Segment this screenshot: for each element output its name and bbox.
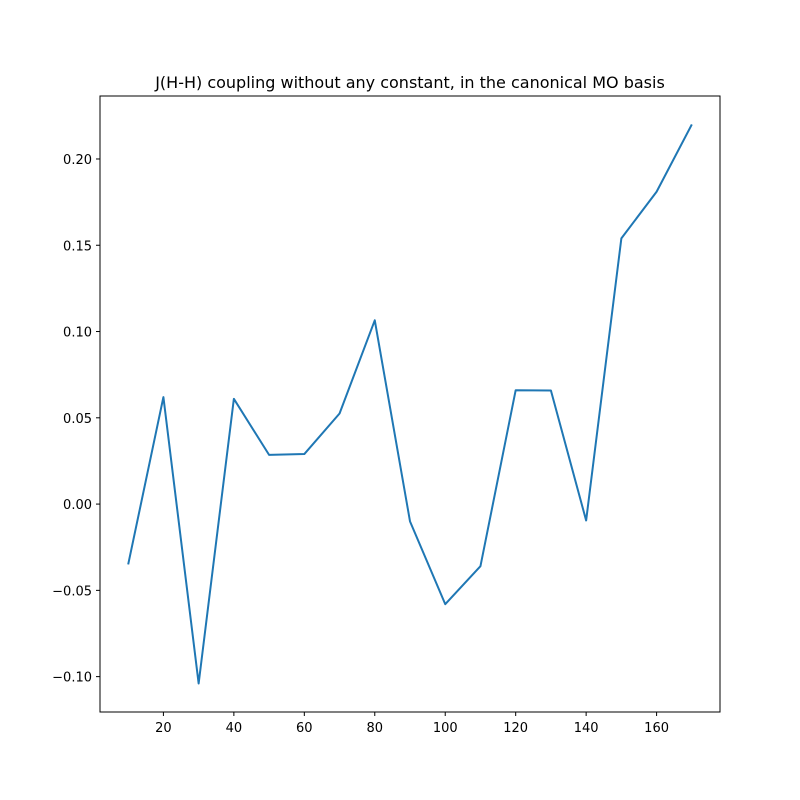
chart-title: J(H-H) coupling without any constant, in…: [154, 73, 665, 92]
y-tick-label: 0.00: [63, 498, 92, 513]
x-tick-label: 80: [366, 721, 383, 736]
x-tick-label: 100: [433, 721, 458, 736]
x-tick-label: 160: [644, 721, 669, 736]
x-tick-label: 60: [296, 721, 313, 736]
axis-ticks: 20 40 60 80 100 120 140 160 −0.10 −0.05 0.00 0.05 0.…: [52, 153, 669, 736]
y-tick-label: −0.10: [52, 671, 92, 686]
plot-area: [127, 124, 693, 685]
series-line: [127, 124, 693, 685]
y-tick-label: 0.10: [63, 326, 92, 341]
y-tick-label: −0.05: [52, 584, 92, 599]
x-tick-label: 120: [503, 721, 528, 736]
y-tick-label: 0.05: [63, 412, 92, 427]
x-tick-label: 140: [574, 721, 599, 736]
y-tick-label: 0.20: [63, 153, 92, 168]
x-tick-label: 20: [155, 721, 172, 736]
y-tick-label: 0.15: [63, 239, 92, 254]
axes-frame: [99, 95, 721, 713]
x-tick-label: 40: [226, 721, 243, 736]
